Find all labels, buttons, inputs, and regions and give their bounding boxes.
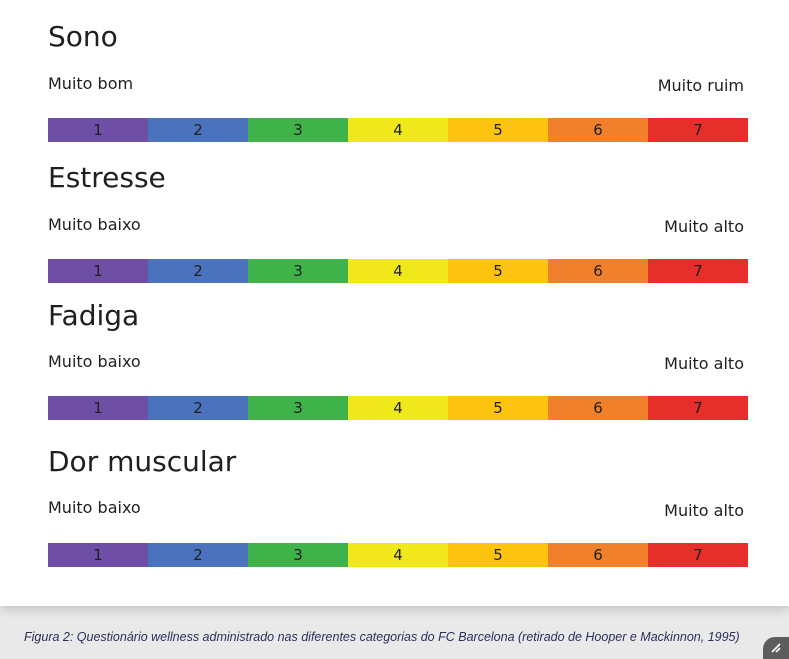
scale-value: 7 (693, 262, 703, 280)
scale-value: 7 (693, 121, 703, 139)
scale-value: 4 (393, 399, 403, 417)
scale-value: 5 (493, 546, 503, 564)
scale-cell-5: 5 (448, 396, 548, 420)
scale-cell-7: 7 (648, 396, 748, 420)
high-label: Muito ruim (657, 76, 744, 95)
scale-cell-2: 2 (148, 259, 248, 283)
scale-cell-1: 1 (48, 118, 148, 142)
scale-value: 1 (93, 262, 103, 280)
scale-value: 3 (293, 399, 303, 417)
scale-value: 6 (593, 121, 603, 139)
scale-cell-3: 3 (248, 259, 348, 283)
section-title: Sono (48, 20, 118, 53)
scale-cell-6: 6 (548, 118, 648, 142)
scale-value: 3 (293, 262, 303, 280)
scale-cell-6: 6 (548, 259, 648, 283)
scale-value: 4 (393, 121, 403, 139)
rating-scale: 1 2 3 4 5 6 7 (48, 543, 748, 567)
scale-cell-4: 4 (348, 118, 448, 142)
scale-value: 7 (693, 399, 703, 417)
scale-cell-1: 1 (48, 396, 148, 420)
section-title: Estresse (48, 161, 166, 194)
scale-cell-7: 7 (648, 118, 748, 142)
scale-cell-5: 5 (448, 259, 548, 283)
scale-cell-6: 6 (548, 396, 648, 420)
scale-value: 2 (193, 262, 203, 280)
scale-cell-7: 7 (648, 543, 748, 567)
scale-cell-3: 3 (248, 118, 348, 142)
resize-button[interactable] (763, 637, 789, 659)
scale-cell-4: 4 (348, 396, 448, 420)
scale-value: 4 (393, 546, 403, 564)
low-label: Muito baixo (48, 352, 141, 371)
scale-cell-6: 6 (548, 543, 648, 567)
scale-value: 3 (293, 121, 303, 139)
scale-value: 1 (93, 399, 103, 417)
scale-cell-2: 2 (148, 396, 248, 420)
scale-cell-1: 1 (48, 543, 148, 567)
scale-cell-2: 2 (148, 543, 248, 567)
scale-value: 5 (493, 262, 503, 280)
section-title: Fadiga (48, 299, 140, 332)
scale-value: 6 (593, 262, 603, 280)
section-title: Dor muscular (48, 445, 237, 478)
scale-value: 1 (93, 121, 103, 139)
rating-scale: 1 2 3 4 5 6 7 (48, 396, 748, 420)
scale-value: 2 (193, 399, 203, 417)
scale-value: 1 (93, 546, 103, 564)
scale-value: 6 (593, 399, 603, 417)
scale-value: 2 (193, 546, 203, 564)
figure-caption: Figura 2: Questionário wellness administ… (24, 630, 740, 644)
high-label: Muito alto (664, 501, 744, 520)
scale-cell-4: 4 (348, 543, 448, 567)
rating-scale: 1 2 3 4 5 6 7 (48, 259, 748, 283)
scale-value: 5 (493, 121, 503, 139)
high-label: Muito alto (664, 354, 744, 373)
scale-cell-4: 4 (348, 259, 448, 283)
scale-value: 6 (593, 546, 603, 564)
scale-cell-3: 3 (248, 396, 348, 420)
scale-value: 4 (393, 262, 403, 280)
low-label: Muito bom (48, 74, 134, 93)
resize-icon (770, 639, 782, 658)
low-label: Muito baixo (48, 498, 141, 517)
scale-cell-1: 1 (48, 259, 148, 283)
figure-card: Sono Muito bom Muito ruim 1 2 3 4 5 6 7 Estres… (0, 0, 789, 606)
scale-cell-5: 5 (448, 118, 548, 142)
rating-scale: 1 2 3 4 5 6 7 (48, 118, 748, 142)
scale-cell-2: 2 (148, 118, 248, 142)
scale-value: 2 (193, 121, 203, 139)
high-label: Muito alto (664, 217, 744, 236)
scale-value: 5 (493, 399, 503, 417)
scale-value: 7 (693, 546, 703, 564)
scale-cell-3: 3 (248, 543, 348, 567)
low-label: Muito baixo (48, 215, 141, 234)
scale-value: 3 (293, 546, 303, 564)
scale-cell-5: 5 (448, 543, 548, 567)
scale-cell-7: 7 (648, 259, 748, 283)
